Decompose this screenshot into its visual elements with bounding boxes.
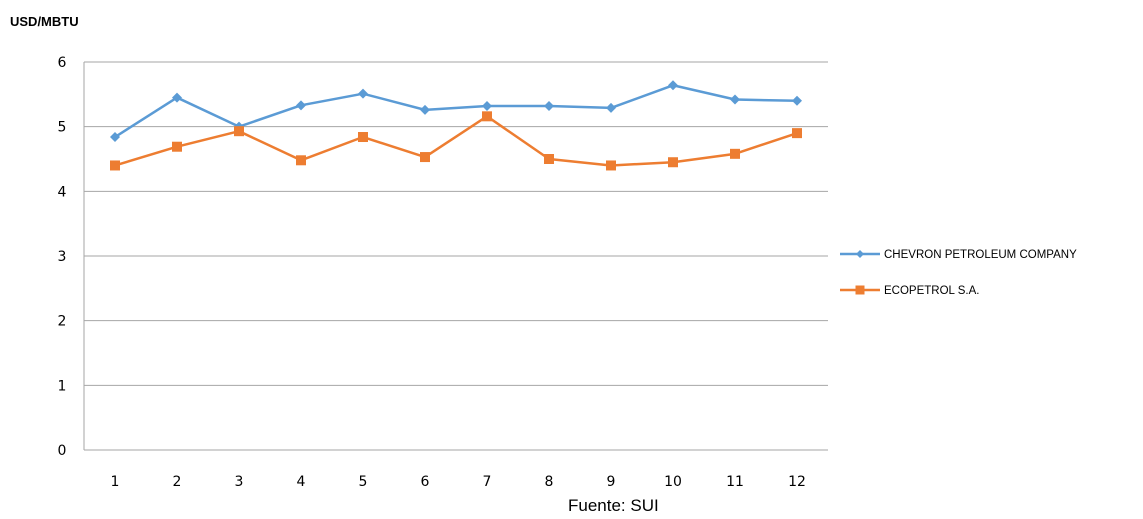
- data-point: [606, 102, 616, 113]
- y-tick-label: 2: [58, 314, 67, 330]
- data-point: [358, 132, 368, 143]
- data-point: [234, 126, 244, 137]
- x-tick-label: 6: [421, 474, 430, 490]
- data-point: [544, 100, 554, 111]
- series-ecopetrol-s-a: [110, 111, 802, 171]
- legend: CHEVRON PETROLEUM COMPANY ECOPETROL S.A.: [840, 249, 1077, 297]
- data-point: [172, 92, 182, 103]
- x-tick-label: 1: [111, 474, 120, 490]
- data-point: [668, 157, 678, 168]
- legend-label: ECOPETROL S.A.: [884, 285, 979, 297]
- data-point: [730, 148, 740, 159]
- x-tick-label: 11: [726, 474, 744, 490]
- series-chevron-petroleum-company: [110, 80, 802, 143]
- data-point: [482, 111, 492, 122]
- y-tick-label: 5: [58, 120, 67, 136]
- y-axis-unit-label: USD/MBTU: [10, 14, 79, 29]
- legend-item: ECOPETROL S.A.: [840, 285, 979, 297]
- data-point: [172, 141, 182, 152]
- data-point: [420, 152, 430, 163]
- x-tick-label: 3: [235, 474, 244, 490]
- data-point: [792, 95, 802, 106]
- x-tick-label: 12: [788, 474, 806, 490]
- series-line: [114, 115, 798, 167]
- data-point: [792, 128, 802, 139]
- data-point: [110, 160, 120, 171]
- source-note: Fuente: SUI: [568, 496, 659, 515]
- x-tick-label: 10: [664, 474, 682, 490]
- legend-item: CHEVRON PETROLEUM COMPANY: [840, 249, 1077, 261]
- data-point: [420, 104, 430, 115]
- y-tick-label: 0: [58, 443, 67, 459]
- series-group: [110, 80, 802, 171]
- data-point: [482, 100, 492, 111]
- data-point: [544, 154, 554, 164]
- data-point: [730, 94, 740, 105]
- x-tick-label: 8: [545, 474, 554, 490]
- gridlines: [84, 61, 828, 386]
- x-tick-label: 9: [607, 474, 616, 490]
- x-tick-label: 4: [297, 474, 306, 490]
- x-tick-label: 5: [359, 474, 368, 490]
- y-tick-label: 6: [58, 55, 67, 71]
- y-tick-label: 1: [58, 378, 67, 394]
- data-point: [668, 80, 678, 91]
- data-point: [296, 155, 306, 166]
- legend-marker: [856, 250, 864, 258]
- legend-label: CHEVRON PETROLEUM COMPANY: [884, 249, 1077, 261]
- y-tick-label: 3: [58, 249, 67, 265]
- x-tick-label: 2: [173, 474, 182, 490]
- x-tick-label: 7: [483, 474, 492, 490]
- data-point: [606, 160, 616, 171]
- y-tick-label: 4: [58, 184, 67, 200]
- data-point: [358, 88, 368, 99]
- data-point: [296, 100, 306, 111]
- data-point: [110, 132, 120, 143]
- series-line: [114, 84, 798, 139]
- legend-marker: [855, 285, 865, 295]
